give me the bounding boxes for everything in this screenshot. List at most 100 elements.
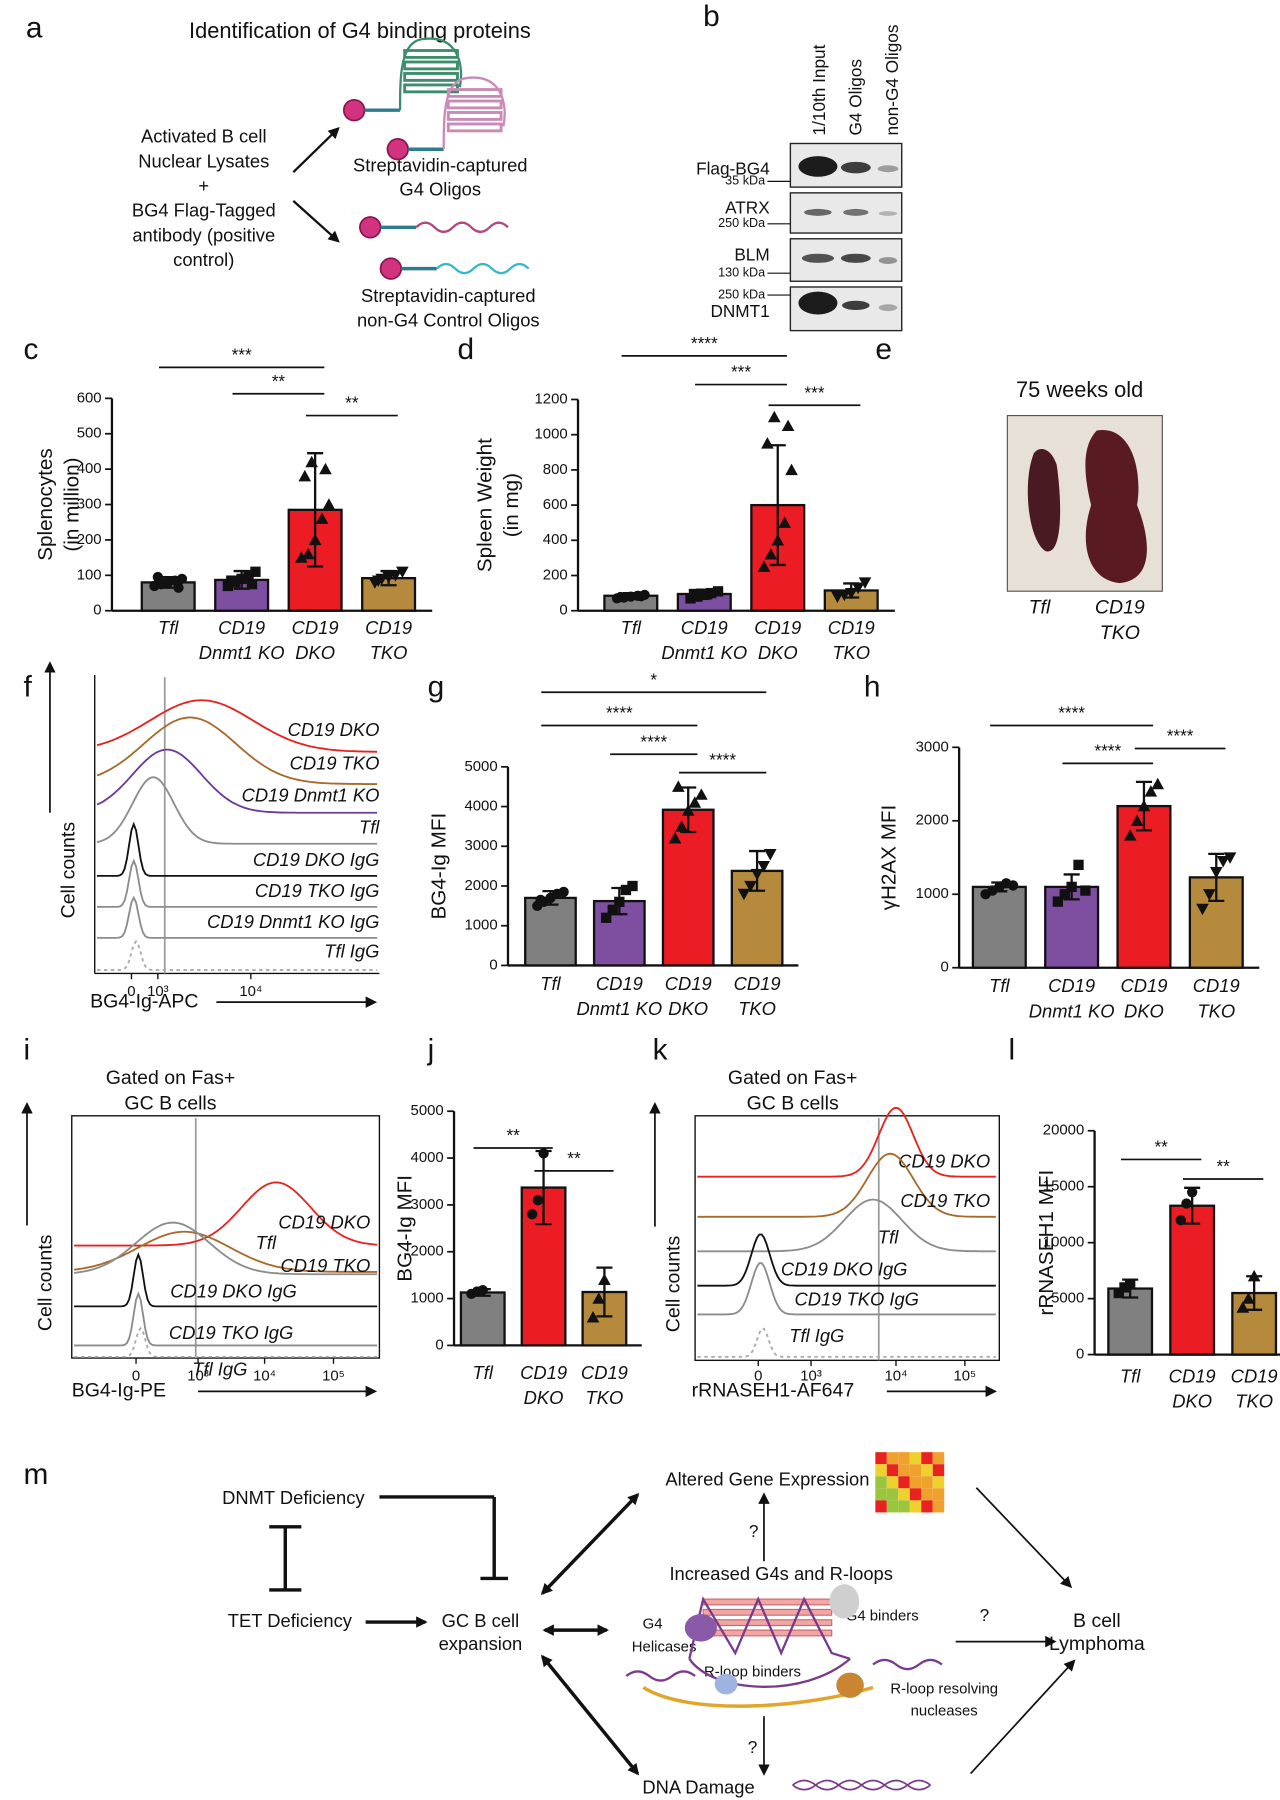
- node-label: DNMT Deficiency: [222, 1487, 365, 1508]
- y-axis-label: BG4-Ig MFI: [393, 1175, 416, 1282]
- blot-label: Flag-BG4: [696, 158, 770, 178]
- data-point: [315, 512, 329, 524]
- g4-tetrad: [702, 1598, 833, 1606]
- data-point: [764, 548, 778, 560]
- blot-band: [843, 208, 869, 216]
- blot-band: [842, 300, 870, 310]
- heatmap-cell: [898, 1452, 910, 1465]
- heatmap-cell: [909, 1476, 922, 1489]
- y-tick-label: 600: [543, 496, 568, 513]
- data-point: [1236, 1301, 1250, 1313]
- histogram-curve: [697, 1152, 996, 1218]
- data-point: [305, 455, 318, 468]
- unknown-mark: ?: [748, 1737, 758, 1757]
- x-axis-label: BG4-Ig-PE: [72, 1379, 166, 1401]
- data-point: [322, 498, 336, 510]
- heatmap-cell: [898, 1488, 910, 1501]
- heatmap-cell: [909, 1500, 922, 1513]
- significance-label: *: [650, 669, 657, 689]
- y-axis-label: Cell counts: [35, 1234, 57, 1331]
- dna: [792, 1779, 931, 1791]
- data-point: [298, 469, 312, 482]
- histogram-curve: [97, 858, 378, 908]
- data-point: [222, 580, 234, 592]
- significance-label: **: [1154, 1137, 1168, 1157]
- g4-tetrad: [403, 49, 459, 59]
- x-tick-label: 10³: [147, 983, 169, 1000]
- curve-label: CD19 TKO: [280, 1255, 370, 1276]
- heatmap-cell: [932, 1476, 945, 1489]
- heatmap-cell: [875, 1476, 887, 1489]
- y-tick-label: 2000: [411, 1243, 444, 1260]
- x-tick-label: Tfl: [540, 973, 561, 994]
- x-tick-label: Tfl: [1120, 1365, 1141, 1386]
- data-point: [176, 573, 188, 585]
- data-point: [236, 573, 247, 585]
- unknown-mark: ?: [980, 1605, 990, 1625]
- x-tick-label: 10⁵: [322, 1367, 345, 1384]
- x-tick-label: CD19: [1120, 975, 1167, 996]
- r-loop: [688, 1657, 851, 1688]
- data-point: [672, 780, 685, 792]
- histogram-curve: [96, 748, 378, 814]
- histogram-curve: [96, 716, 378, 785]
- curve-label: Tfl: [359, 817, 380, 838]
- histogram-curve: [73, 1221, 378, 1276]
- data-point: [767, 410, 781, 423]
- bar: [1169, 1204, 1216, 1356]
- y-tick-label: 0: [435, 1336, 443, 1353]
- data-point: [477, 1284, 488, 1296]
- significance-label: ***: [804, 382, 824, 402]
- y-tick-label: 20000: [1043, 1122, 1084, 1139]
- diagram-text: BG4 Flag-Tagged: [132, 200, 276, 221]
- y-tick-label: 500: [77, 425, 102, 442]
- panel-title: GC B cells: [747, 1092, 839, 1114]
- y-tick-label: 5000: [464, 758, 497, 775]
- panel-letter: i: [24, 1033, 31, 1066]
- curve-label: CD19 DKO: [898, 1151, 990, 1172]
- data-point: [598, 1273, 611, 1286]
- y-tick-label: 0: [941, 959, 949, 976]
- heatmap-cell: [932, 1488, 945, 1501]
- y-tick-label: 5000: [1051, 1290, 1084, 1307]
- data-point: [1151, 777, 1165, 790]
- y-tick-label: 15000: [1043, 1178, 1084, 1195]
- heatmap-cell: [886, 1452, 899, 1465]
- arrow: [969, 1659, 1076, 1775]
- heatmap-cell: [909, 1464, 922, 1477]
- data-point: [1181, 1198, 1192, 1209]
- heatmap-cell: [898, 1476, 910, 1489]
- data-point: [173, 582, 184, 593]
- spleen: [1085, 429, 1147, 584]
- heatmap-cell: [898, 1500, 910, 1513]
- sample-label: TKO: [1100, 622, 1140, 644]
- lane-label: G4 Oligos: [846, 59, 866, 136]
- blot-label: DNMT1: [710, 301, 769, 321]
- plot-frame: [694, 1115, 1000, 1362]
- significance-label: ****: [709, 750, 736, 770]
- data-point: [750, 868, 764, 881]
- curve-label: Tfl: [256, 1232, 277, 1253]
- data-point: [250, 566, 261, 577]
- node-label: DNA Damage: [642, 1776, 754, 1797]
- annotation: nucleases: [911, 1703, 978, 1720]
- data-point: [319, 462, 332, 475]
- blot-label: ATRX: [725, 197, 770, 217]
- data-point: [301, 547, 315, 560]
- heatmap-cell: [932, 1500, 945, 1513]
- panel-letter: e: [875, 333, 892, 366]
- data-point: [1130, 814, 1144, 826]
- heatmap-cell: [932, 1464, 945, 1477]
- annotation: G4 binders: [846, 1607, 919, 1624]
- oligo: [435, 262, 530, 275]
- data-point: [858, 577, 872, 589]
- heatmap-cell: [875, 1488, 887, 1501]
- data-point: [1137, 799, 1151, 812]
- g4-tetrad: [403, 60, 459, 71]
- data-point: [295, 551, 308, 563]
- x-tick-label: CD19: [665, 973, 712, 994]
- data-point: [592, 1292, 606, 1304]
- data-point: [1242, 1292, 1255, 1304]
- x-tick-label: 10⁴: [884, 1367, 907, 1384]
